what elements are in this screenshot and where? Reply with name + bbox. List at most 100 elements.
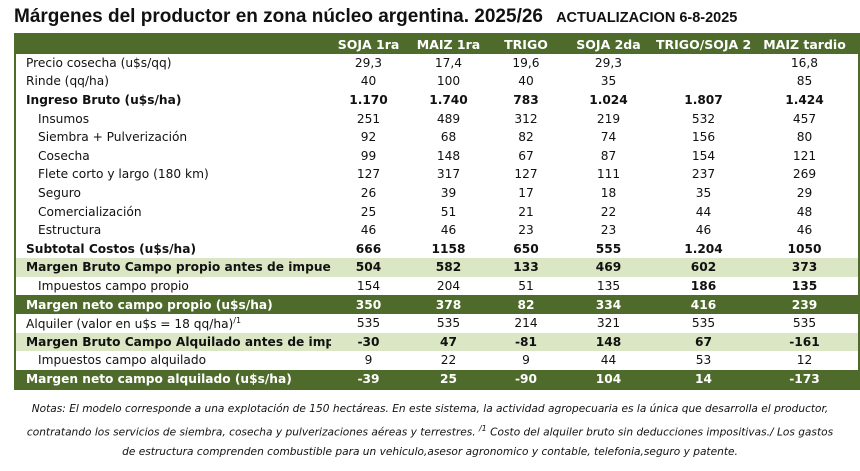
row-label: Impuestos campo alquilado	[15, 351, 331, 370]
cell: 82	[491, 295, 561, 314]
row-label-text: Cosecha	[38, 148, 90, 163]
notes: Notas: El modelo corresponde a una explo…	[20, 400, 840, 462]
table-row: Impuestos campo alquilado 9 22 9 44 53 12	[15, 351, 859, 370]
row-label: Estructura	[15, 221, 331, 240]
cell: 19,6	[512, 55, 540, 70]
cell: 1.204	[684, 241, 723, 256]
cell: 51	[518, 279, 534, 294]
cell: 35	[600, 74, 617, 89]
cell: 74	[600, 130, 617, 145]
cell: 51	[440, 204, 457, 219]
cell: 535	[436, 316, 461, 331]
note-text: Notas: El modelo corresponde a una explo…	[26, 403, 829, 439]
cell: 186	[690, 279, 717, 294]
cell: 321	[596, 316, 621, 331]
cell: 312	[514, 111, 538, 126]
cell: 582	[406, 258, 491, 277]
row-label-text: Seguro	[38, 186, 81, 201]
update-date: ACTUALIZACION 6-8-2025	[556, 10, 738, 26]
cell: 26	[360, 186, 377, 201]
cell: 148	[436, 148, 461, 163]
row-label: Impuestos campo propio	[15, 277, 331, 296]
cell: 9	[522, 353, 530, 368]
cell: 67	[656, 332, 751, 352]
cell: 535	[691, 316, 716, 331]
cell: 214	[514, 316, 538, 331]
cell: 22	[600, 204, 617, 219]
cell: 1.170	[349, 93, 388, 108]
cell: 1.807	[684, 93, 723, 108]
table-row: Seguro 26 39 17 18 35 29	[15, 184, 859, 203]
table-row: Subtotal Costos (u$s/ha) 666 1158 650 555 1.2…	[15, 240, 859, 259]
corner	[15, 34, 331, 54]
cell: 39	[440, 186, 457, 201]
row-label-text: Estructura	[38, 223, 102, 238]
cell: 416	[656, 295, 751, 314]
cell: 80	[796, 130, 813, 145]
column-header: MAIZ 1ra	[406, 34, 491, 54]
row-label-text: Siembra + Pulverización	[38, 130, 188, 145]
table-row: Impuestos campo propio 154 204 51 135 186 135	[15, 277, 859, 296]
row-label: Margen neto campo alquilado (u$s/ha)	[15, 369, 331, 390]
cell: 87	[600, 148, 617, 163]
cell: 148	[561, 332, 656, 352]
cell: 239	[751, 295, 859, 314]
cell: 350	[331, 295, 406, 314]
cell: 269	[792, 167, 817, 182]
cell: 504	[331, 258, 406, 277]
row-label-text: Impuestos campo propio	[38, 279, 189, 294]
cell: 25	[360, 204, 377, 219]
header-row: SOJA 1ra MAIZ 1ra TRIGO SOJA 2da TRIGO/SOJA …	[15, 34, 859, 54]
cell: 154	[691, 148, 716, 163]
cell: -161	[751, 332, 859, 352]
column-header: SOJA 2da	[561, 34, 656, 54]
cell: 23	[600, 223, 617, 238]
cell: 21	[518, 204, 534, 219]
cell: 1.024	[589, 93, 628, 108]
row-label-text: Rinde (qq/ha)	[26, 74, 109, 89]
cell: 14	[656, 369, 751, 390]
cell: 650	[513, 241, 539, 256]
row-label: Subtotal Costos (u$s/ha)	[15, 240, 331, 259]
cell: -90	[491, 369, 561, 390]
cell: 46	[796, 223, 813, 238]
cell: 17,4	[434, 55, 463, 70]
cell: 23	[518, 223, 534, 238]
row-label-text: Margen Bruto Campo Alquilado antes de im…	[26, 334, 331, 349]
cell: 67	[518, 148, 534, 163]
cell: -81	[491, 332, 561, 352]
row-label-text: Insumos	[38, 111, 90, 126]
row-label: Rinde (qq/ha)	[15, 72, 331, 91]
cell: 18	[600, 186, 617, 201]
cell: 783	[513, 93, 539, 108]
cell: 532	[691, 111, 716, 126]
cell: -39	[331, 369, 406, 390]
cell: 135	[791, 279, 818, 294]
title: Márgenes del productor en zona núcleo ar…	[14, 6, 543, 27]
note-text: Costo del alquiler bruto sin deducciones…	[122, 426, 834, 458]
cell: 666	[355, 241, 382, 256]
cell: 535	[356, 316, 381, 331]
table-row: Insumos 251 489 312 219 532 457	[15, 109, 859, 128]
cell: 82	[518, 130, 534, 145]
row-label: Cosecha	[15, 147, 331, 166]
cell: 121	[792, 148, 817, 163]
cell: 1158	[431, 241, 466, 256]
cell: 40	[518, 74, 534, 89]
table-row: Alquiler (valor en u$s = 18 qq/ha)/1 535 5…	[15, 314, 859, 333]
row-label: Margen Bruto Campo propio antes de impue…	[15, 258, 331, 277]
cell: 135	[596, 279, 621, 294]
row-label: Precio cosecha (u$s/qq)	[15, 54, 331, 73]
header: Márgenes del productor en zona núcleo ar…	[14, 6, 737, 28]
table-row: Flete corto y largo (180 km) 127 317 127 111…	[15, 165, 859, 184]
cell: 12	[796, 353, 813, 368]
column-header: SOJA 1ra	[331, 34, 406, 54]
cell: 373	[751, 258, 859, 277]
cell: 535	[792, 316, 817, 331]
cell: -173	[751, 369, 859, 390]
table-row: Siembra + Pulverización 92 68 82 74 156 80	[15, 128, 859, 147]
row-label-text: Margen neto campo alquilado (u$s/ha)	[26, 371, 292, 386]
cell: 334	[561, 295, 656, 314]
table-row: Margen neto campo propio (u$s/ha) 350 378 8…	[15, 295, 859, 314]
